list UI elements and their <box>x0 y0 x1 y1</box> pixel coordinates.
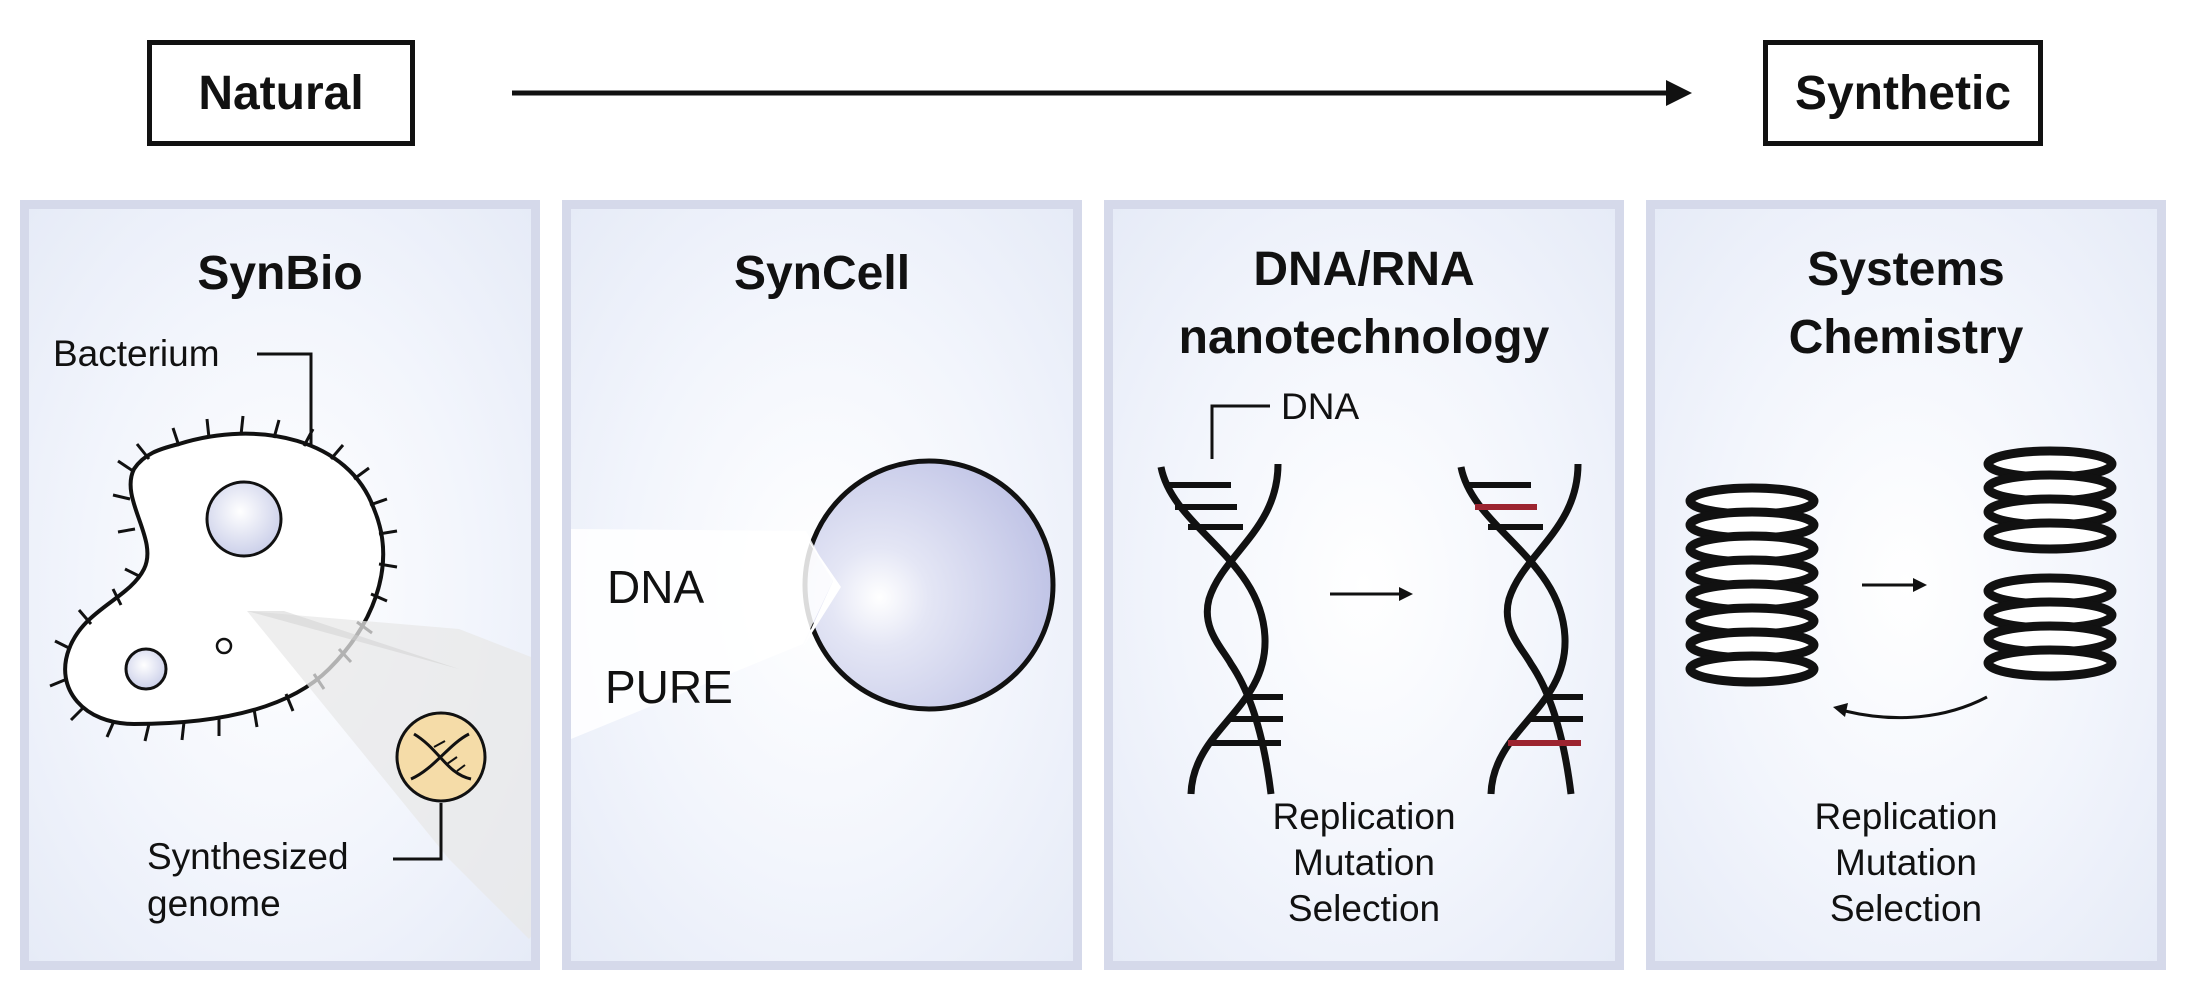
mutated-dna-helix-icon <box>1457 463 1583 795</box>
dna-helix-icon <box>1157 463 1283 795</box>
bacterium-label: Bacterium <box>53 333 220 374</box>
panel-syncell: SynCell DNA PURE <box>562 200 1082 970</box>
process-selection: Selection <box>1287 888 1441 929</box>
spectrum-arrow-icon <box>512 80 1692 106</box>
panel-dna-rna-nanotechnology: DNA/RNA nanotechnology DNA <box>1104 200 1624 970</box>
synthetic-label: Synthetic <box>1794 66 2012 120</box>
process-list-chem: Replication Mutation Selection <box>1655 794 2157 932</box>
panel-title-synbio: SynBio <box>197 247 363 300</box>
synthetic-label-box: Synthetic <box>1763 40 2043 146</box>
genome-icon <box>395 711 487 803</box>
replication-arrow-icon <box>1330 587 1413 601</box>
self-replication-diagram <box>1655 209 2157 720</box>
dna-replication-diagram <box>1157 404 1583 795</box>
panel-title-chem-line1: Systems <box>1807 243 2005 296</box>
panel-title-dna-line1: DNA/RNA <box>1253 243 1475 296</box>
coil-stack-copy-icon <box>1988 451 2112 549</box>
pure-label: PURE <box>605 661 733 713</box>
panel-title-chem-line2: Chemistry <box>1788 311 2024 364</box>
process-selection: Selection <box>1829 888 1983 929</box>
coil-stack-template-icon <box>1988 578 2112 676</box>
vesicle-icon <box>571 458 1056 739</box>
genome-label-line1: Synthesized <box>147 836 349 877</box>
dna-label: DNA <box>607 561 705 613</box>
process-replication: Replication <box>1814 796 1998 837</box>
panel-systems-chemistry: Systems Chemistry <box>1646 200 2166 970</box>
process-replication: Replication <box>1272 796 1456 837</box>
natural-label: Natural <box>198 66 364 120</box>
panel-title-syncell: SynCell <box>733 247 911 300</box>
natural-label-box: Natural <box>147 40 415 146</box>
process-list-dna: Replication Mutation Selection <box>1113 794 1615 932</box>
panel-synbio: SynBio Bacterium <box>20 200 540 970</box>
genome-label-line2: genome <box>147 883 281 924</box>
process-mutation: Mutation <box>1293 842 1435 883</box>
coil-stack-icon <box>1690 488 1814 682</box>
forward-arrow-icon <box>1862 578 1927 592</box>
bacterium-icon <box>49 352 531 939</box>
process-mutation: Mutation <box>1835 842 1977 883</box>
panel-title-dna-line2: nanotechnology <box>1178 311 1550 364</box>
dna-strand-label: DNA <box>1281 386 1360 427</box>
return-arrow-icon <box>1833 695 1988 720</box>
